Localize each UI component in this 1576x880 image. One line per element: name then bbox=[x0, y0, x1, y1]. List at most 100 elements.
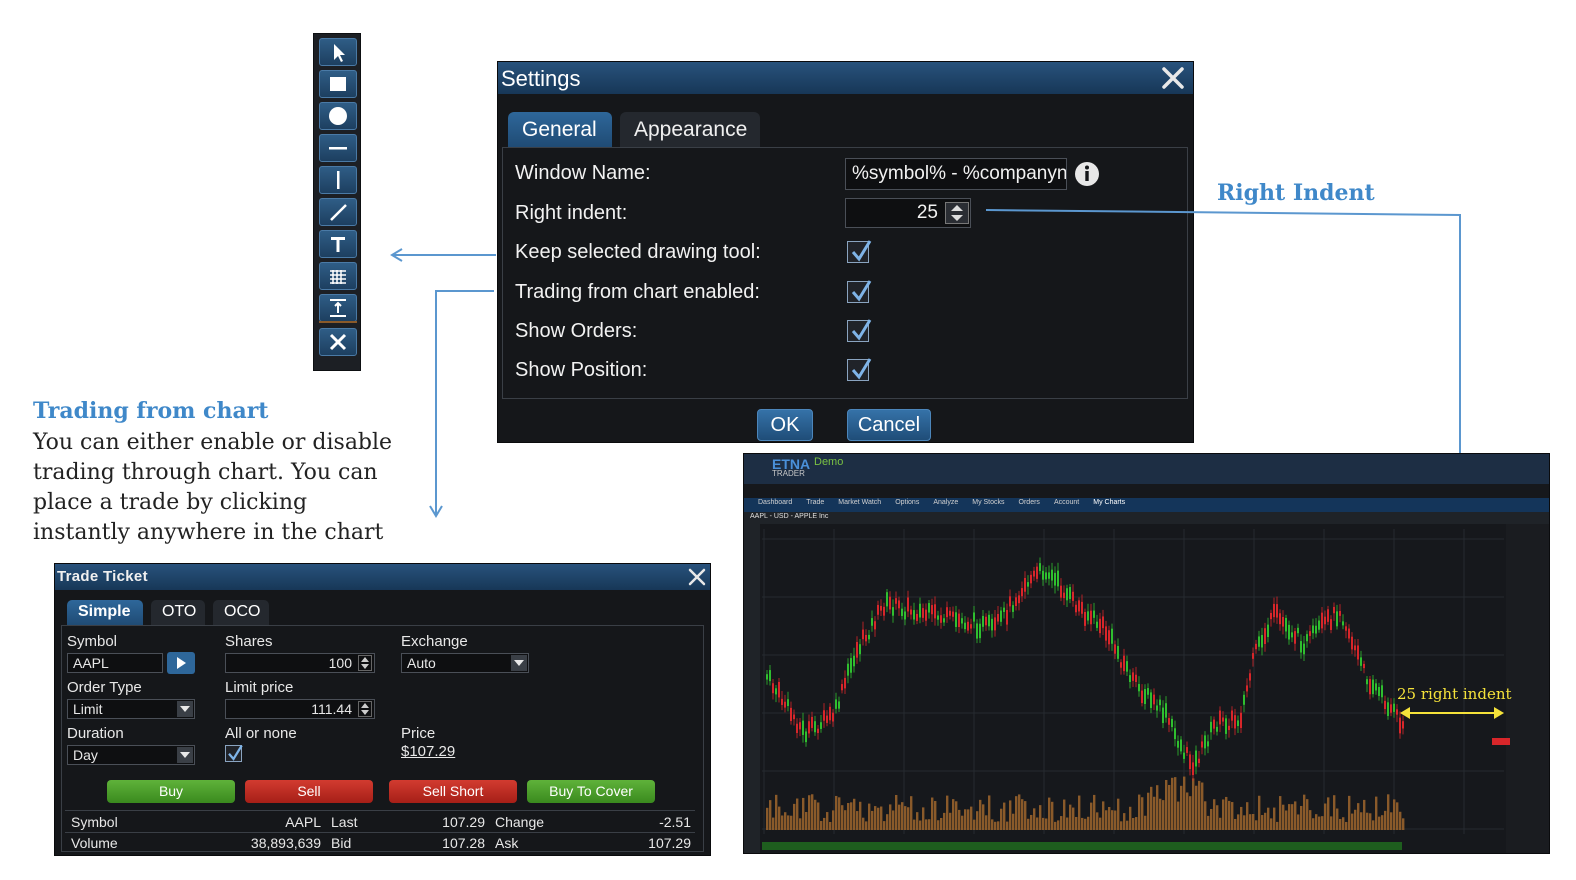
tab-oco[interactable]: OCO bbox=[213, 600, 269, 626]
volume-bar bbox=[916, 812, 919, 830]
candle-body bbox=[1195, 750, 1197, 767]
volume-bar bbox=[1114, 810, 1117, 830]
candle-body bbox=[1360, 657, 1362, 666]
menu-item[interactable]: My Charts bbox=[1093, 499, 1126, 506]
drawing-tool-button[interactable] bbox=[319, 102, 357, 130]
keep-tool-checkbox[interactable] bbox=[847, 240, 872, 263]
price-value[interactable]: $107.29 bbox=[401, 743, 456, 760]
sell-button[interactable]: Sell bbox=[245, 780, 373, 803]
candle-body bbox=[907, 597, 909, 612]
candle-body bbox=[1174, 728, 1176, 740]
tab-general[interactable]: General bbox=[508, 112, 612, 148]
chevron-down-icon[interactable] bbox=[177, 747, 193, 763]
play-icon[interactable] bbox=[167, 652, 195, 674]
drawing-tool-button[interactable] bbox=[319, 134, 357, 162]
chevron-down-icon[interactable] bbox=[511, 655, 527, 671]
candle-body bbox=[967, 621, 969, 631]
menu-item[interactable]: Account bbox=[1053, 499, 1080, 506]
sell-short-button[interactable]: Sell Short bbox=[389, 780, 517, 803]
price-chart[interactable] bbox=[744, 454, 1550, 854]
spinner-icon[interactable] bbox=[358, 701, 372, 717]
menu-item[interactable]: Analyze bbox=[933, 499, 959, 506]
menu-item[interactable]: Trade bbox=[806, 499, 825, 506]
volume-bar bbox=[1057, 820, 1060, 830]
candle-body bbox=[1087, 611, 1089, 621]
menu-item[interactable]: My Stocks bbox=[972, 499, 1005, 506]
chart-price-axis bbox=[1506, 524, 1549, 853]
candle-body bbox=[1189, 754, 1191, 770]
drawing-tool-button[interactable] bbox=[319, 198, 357, 226]
shares-input[interactable]: 100 bbox=[225, 653, 375, 673]
tab-appearance[interactable]: Appearance bbox=[620, 112, 760, 148]
candle-body bbox=[799, 722, 801, 730]
volume-bar bbox=[880, 806, 883, 830]
drawing-tool-button[interactable] bbox=[319, 328, 357, 356]
close-icon[interactable] bbox=[687, 567, 707, 587]
menu-item[interactable]: Orders bbox=[1018, 499, 1040, 506]
tab-simple[interactable]: Simple bbox=[67, 600, 143, 626]
limit-price-input[interactable]: 111.44 bbox=[225, 699, 375, 719]
volume-bar bbox=[1183, 776, 1186, 830]
fibonacci-grid-icon bbox=[330, 270, 346, 284]
candle-body bbox=[874, 621, 876, 630]
candle-body bbox=[1150, 692, 1152, 708]
volume-bar bbox=[946, 795, 949, 830]
order-type-select[interactable]: Limit bbox=[67, 699, 195, 719]
settings-title: Settings bbox=[501, 66, 581, 91]
duration-select[interactable]: Day bbox=[67, 745, 195, 765]
candle-body bbox=[1366, 679, 1368, 685]
menu-item[interactable]: Dashboard bbox=[758, 499, 793, 506]
volume-bar bbox=[994, 821, 997, 830]
show-orders-checkbox[interactable] bbox=[847, 319, 872, 342]
volume-bar bbox=[1306, 799, 1309, 830]
drawing-tool-button[interactable] bbox=[319, 294, 357, 322]
spinner-icon[interactable] bbox=[358, 655, 372, 671]
ok-button[interactable]: OK bbox=[757, 409, 813, 441]
exchange-select[interactable]: Auto bbox=[401, 653, 529, 673]
volume-bar bbox=[1393, 799, 1396, 830]
volume-bar bbox=[1153, 796, 1156, 830]
candle-body bbox=[1030, 574, 1032, 584]
volume-bar bbox=[1021, 799, 1024, 830]
chevron-down-icon[interactable] bbox=[177, 701, 193, 717]
buy-to-cover-button[interactable]: Buy To Cover bbox=[527, 780, 655, 803]
candle-body bbox=[1066, 588, 1068, 601]
volume-bar bbox=[1102, 801, 1105, 830]
volume-bar bbox=[1339, 818, 1342, 830]
candle-body bbox=[784, 701, 786, 708]
volume-bar bbox=[1207, 815, 1210, 830]
drawing-tool-button[interactable] bbox=[319, 166, 357, 194]
candle-body bbox=[922, 608, 924, 618]
volume-bar bbox=[1390, 812, 1393, 830]
settings-dialog: Settings General Appearance Window Name:… bbox=[497, 61, 1194, 443]
candle-body bbox=[940, 615, 942, 623]
drawing-tool-button[interactable] bbox=[319, 262, 357, 290]
close-icon[interactable] bbox=[1159, 64, 1187, 92]
all-or-none-checkbox[interactable] bbox=[225, 744, 243, 762]
quote-last-label: Last bbox=[331, 814, 358, 830]
drawing-tool-button[interactable] bbox=[319, 70, 357, 98]
window-name-input[interactable]: %symbol% - %companyna bbox=[845, 158, 1067, 190]
volume-bar bbox=[895, 794, 898, 830]
trading-enabled-checkbox[interactable] bbox=[847, 280, 872, 303]
candle-body bbox=[1003, 607, 1005, 612]
tab-oto[interactable]: OTO bbox=[151, 600, 205, 626]
symbol-input[interactable]: AAPL bbox=[67, 653, 163, 673]
candle-body bbox=[949, 610, 951, 616]
buy-button[interactable]: Buy bbox=[107, 780, 235, 803]
menu-item[interactable]: Market Watch bbox=[838, 499, 882, 506]
drawing-tool-button[interactable] bbox=[319, 230, 357, 258]
menu-item[interactable]: Options bbox=[895, 499, 920, 506]
show-position-checkbox[interactable] bbox=[847, 358, 872, 381]
volume-bar bbox=[1171, 777, 1174, 830]
cancel-button[interactable]: Cancel bbox=[847, 409, 931, 441]
info-icon[interactable] bbox=[1073, 160, 1101, 188]
candle-body bbox=[970, 624, 972, 629]
candle-body bbox=[973, 612, 975, 622]
candle-body bbox=[1207, 741, 1209, 747]
spinner-icon[interactable] bbox=[945, 202, 969, 224]
trading-annotation-title: Trading from chart bbox=[33, 398, 269, 424]
order-type-value: Limit bbox=[73, 701, 103, 717]
volume-bar bbox=[1381, 815, 1384, 830]
drawing-tool-button[interactable] bbox=[319, 38, 357, 66]
